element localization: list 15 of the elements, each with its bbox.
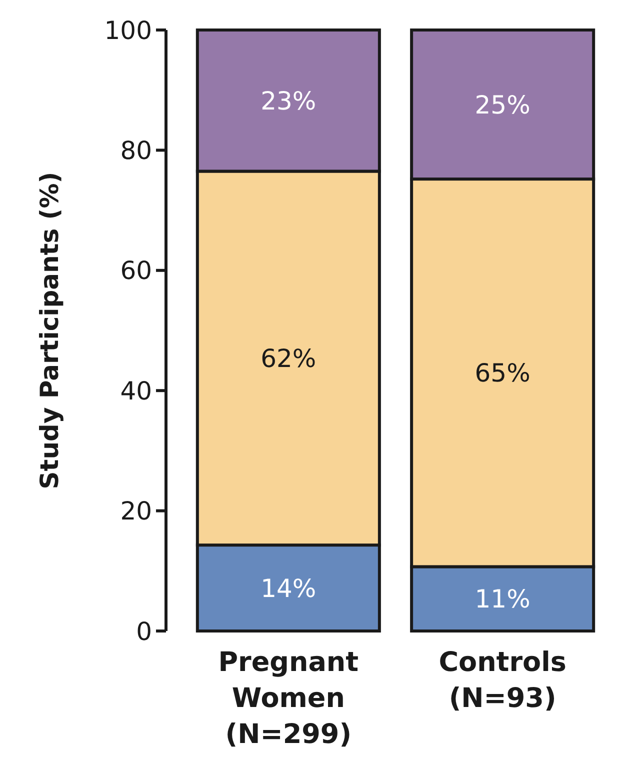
y-tick-label: 80 (120, 136, 152, 165)
y-axis-title: Study Participants (%) (35, 172, 64, 490)
y-tick-label: 60 (120, 256, 152, 286)
data-label: 25% (474, 90, 530, 120)
data-label: 11% (474, 584, 530, 614)
x-tick-label: Controls (N=93) (438, 647, 566, 714)
x-tick-label: Pregnant Women (N=299) (218, 647, 359, 750)
y-tick-label: 20 (120, 496, 152, 526)
data-label: 14% (260, 574, 316, 603)
y-tick-label: 0 (136, 616, 152, 646)
y-tick-label: 40 (120, 376, 152, 406)
y-tick-label: 100 (104, 16, 152, 45)
data-label: 62% (260, 344, 316, 373)
data-label: 65% (474, 358, 530, 388)
data-label: 23% (260, 86, 316, 116)
